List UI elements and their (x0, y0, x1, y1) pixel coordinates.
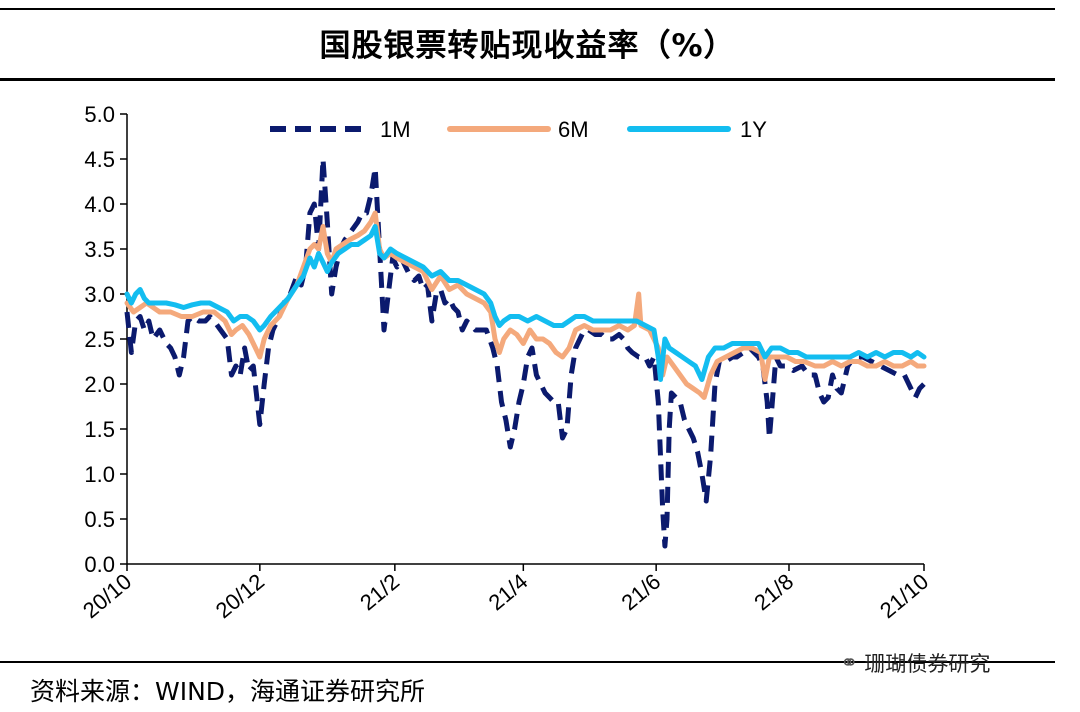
legend-label-1m: 1M (380, 117, 411, 142)
y-tick-label: 2.5 (84, 327, 115, 352)
series-line-6m (124, 210, 927, 400)
chart-title: 国股银票转贴现收益率（%） (319, 28, 736, 64)
legend-label-1y: 1Y (740, 117, 767, 142)
y-tick-label: 2.0 (84, 372, 115, 397)
series-line-1m (124, 156, 926, 549)
wechat-icon: ⚭ (840, 650, 859, 676)
x-tick-label: 20/12 (211, 569, 269, 624)
y-tick-label: 4.5 (84, 147, 115, 172)
x-tick-label: 21/4 (484, 569, 533, 616)
y-tick-label: 0.0 (84, 552, 115, 577)
y-tick-label: 3.0 (84, 282, 115, 307)
y-tick-label: 4.0 (84, 192, 115, 217)
yield-line-chart: 0.00.51.01.52.02.53.03.54.04.55.020/10 20… (78, 102, 933, 624)
series-line-1y (124, 224, 927, 382)
source-note: 资料来源：WIND，海通证券研究所 (30, 677, 426, 706)
x-tick-label: 21/2 (355, 569, 404, 616)
bottom-rule (0, 661, 1055, 663)
y-tick-label: 5.0 (84, 102, 115, 127)
title-underline (0, 78, 1055, 81)
legend-label-6m: 6M (558, 117, 589, 142)
x-tick-label: 21/8 (749, 569, 798, 616)
x-tick-label: 21/6 (616, 569, 665, 616)
watermark: ⚭ 珊瑚债券研究 (840, 648, 990, 678)
y-tick-label: 1.5 (84, 417, 115, 442)
top-rule (0, 8, 1055, 10)
x-tick-label: 21/10 (875, 569, 933, 624)
y-tick-label: 0.5 (84, 507, 115, 532)
y-tick-label: 3.5 (84, 237, 115, 262)
watermark-text: 珊瑚债券研究 (864, 652, 991, 676)
y-tick-label: 1.0 (84, 462, 115, 487)
